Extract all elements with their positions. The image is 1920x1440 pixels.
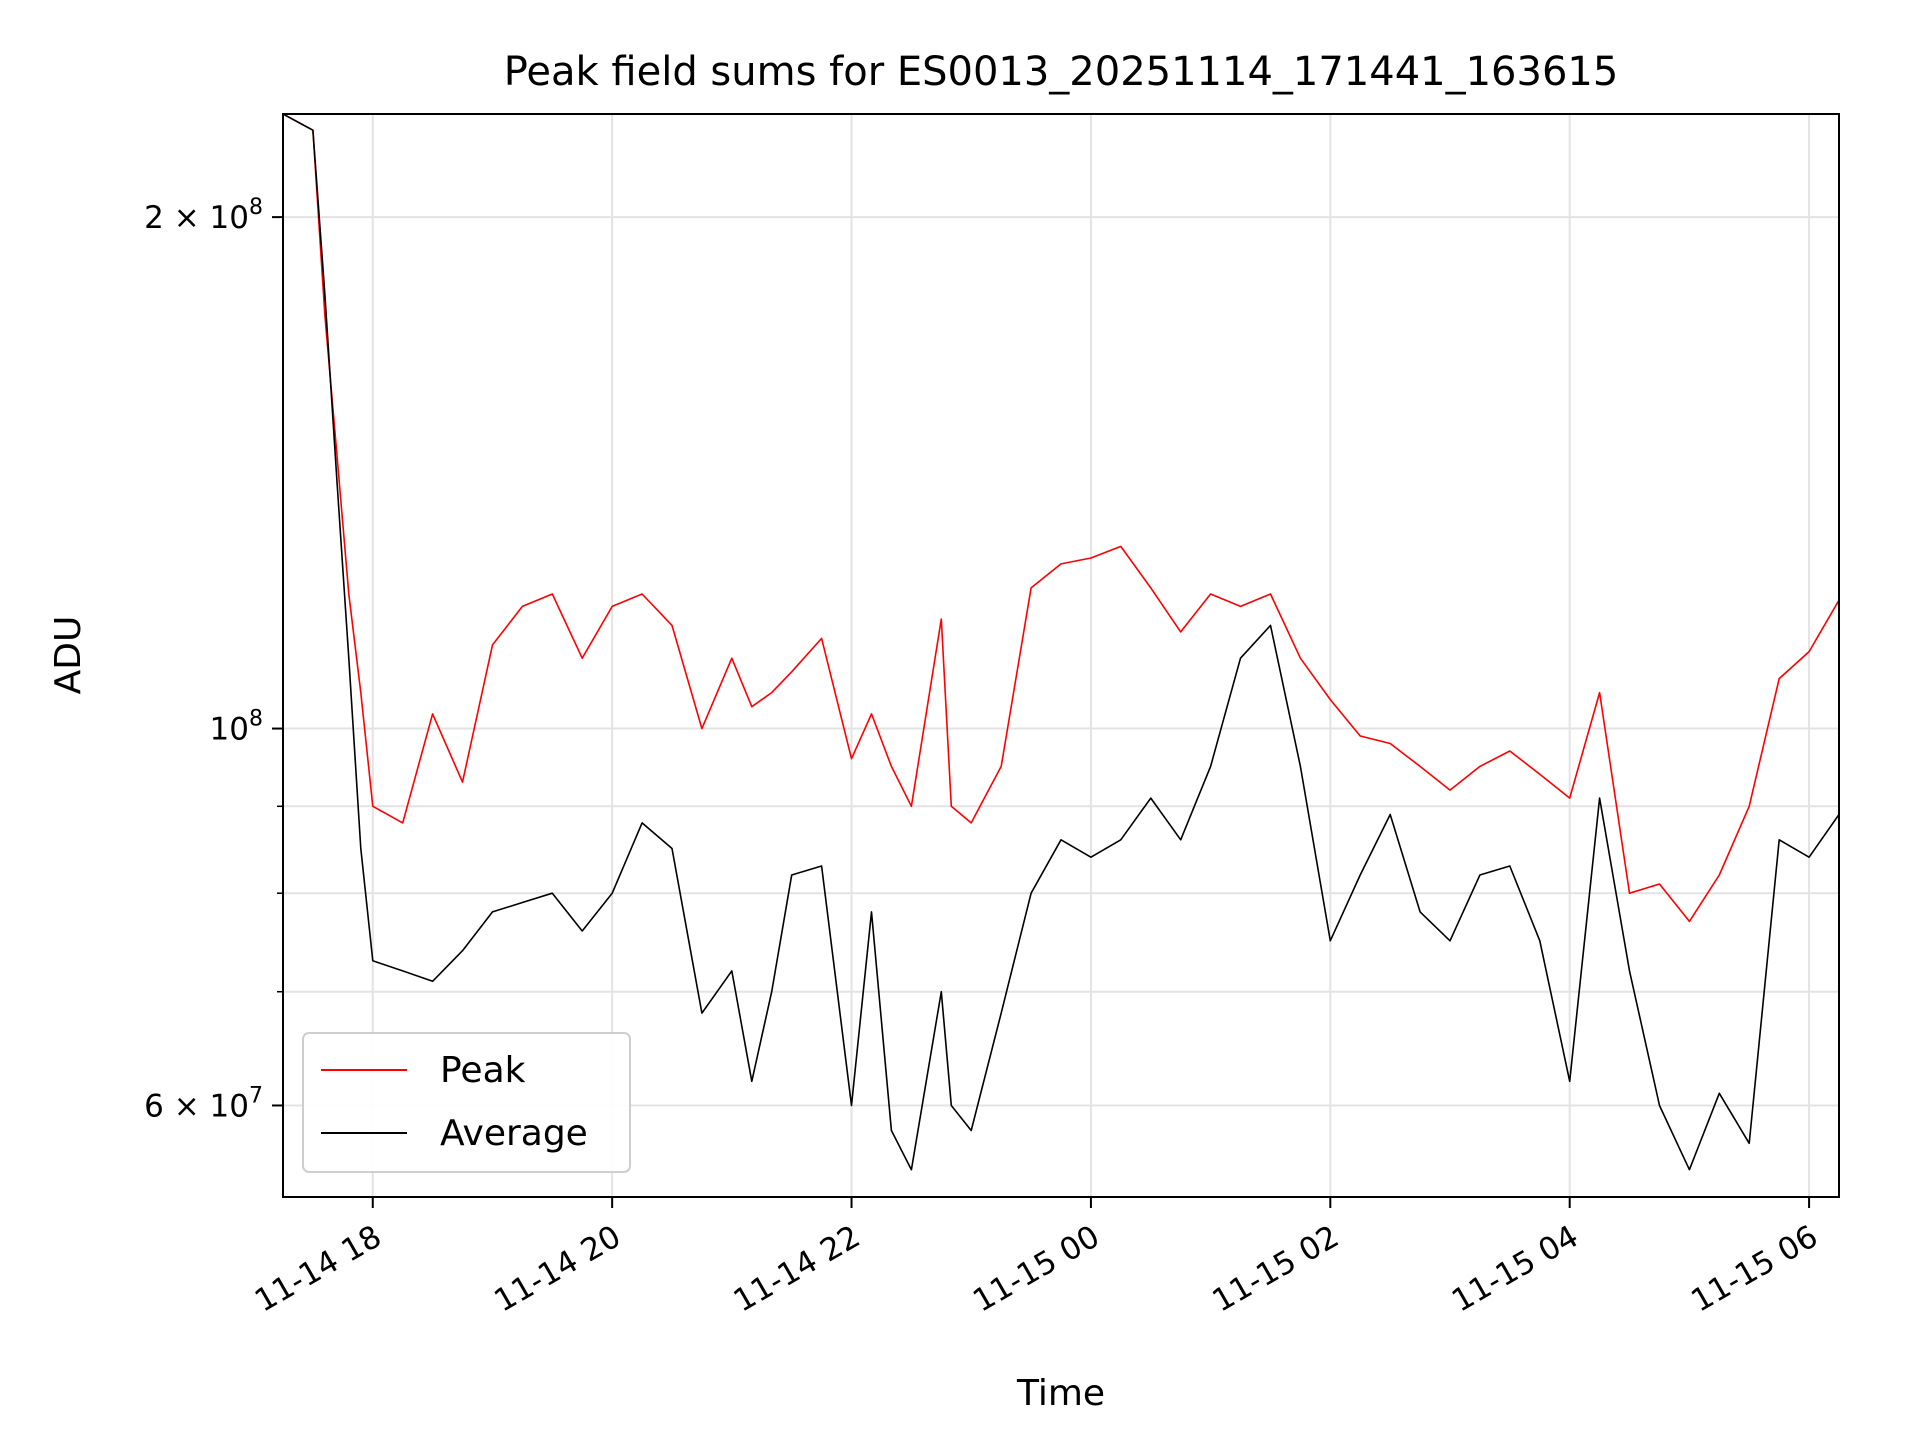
x-axis-label: Time [1016,1373,1105,1414]
legend: Peak Average [302,1032,631,1173]
y-tick-label: 6 × 107 [144,1083,263,1124]
y-tick-label: 108 [210,707,263,748]
legend-label-average: Average [440,1113,588,1154]
series-layer [283,114,1839,1171]
series-line-average [283,114,1839,1171]
y-tick-label: 2 × 108 [144,195,263,236]
y-axis: 6 × 107 108 2 × 108 [144,195,283,1124]
legend-box [302,1032,631,1173]
series-line-peak [283,114,1839,923]
plot-frame [282,113,1840,1198]
legend-label-peak: Peak [440,1050,526,1091]
y-axis-label: ADU [48,616,89,695]
chart-title: Peak field sums for ES0013_20251114_1714… [504,49,1619,95]
